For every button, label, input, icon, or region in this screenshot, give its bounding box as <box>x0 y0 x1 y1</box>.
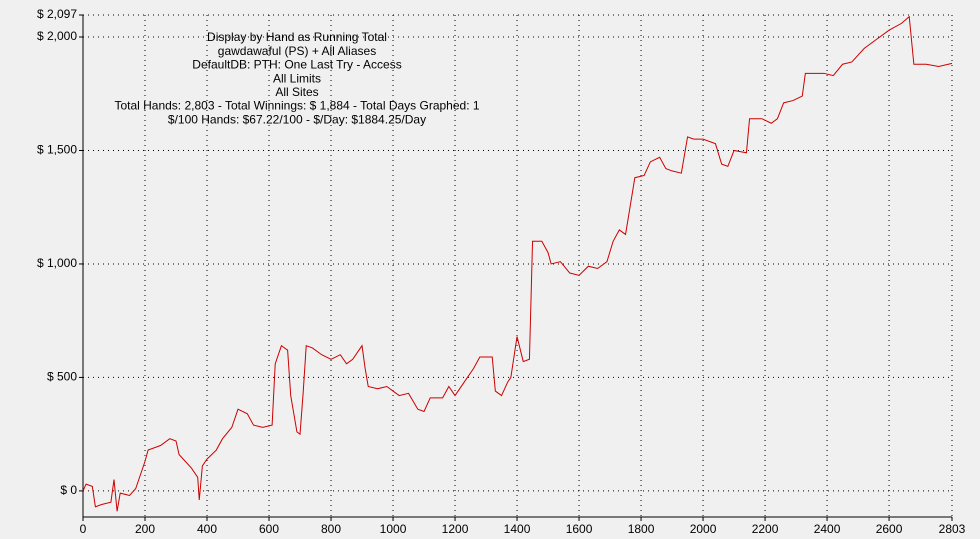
x-tick-label: 2600 <box>876 522 903 536</box>
x-tick-label: 800 <box>321 522 341 536</box>
y-tick-label: $ 2,097 <box>37 7 77 21</box>
x-tick-label: 1600 <box>566 522 593 536</box>
x-tick-label: 1000 <box>380 522 407 536</box>
x-tick-label: 2000 <box>690 522 717 536</box>
y-tick-label: $ 2,000 <box>37 29 77 43</box>
title-line: DefaultDB: PTH: One Last Try - Access <box>192 58 401 72</box>
y-tick-label: $ 1,500 <box>37 143 77 157</box>
title-line: Total Hands: 2,803 - Total Winnings: $ 1… <box>114 99 479 113</box>
x-tick-label: 1400 <box>504 522 531 536</box>
title-line: gawdawaful (PS) + All Aliases <box>218 44 376 58</box>
title-line: All Limits <box>273 71 321 85</box>
x-tick-label: 200 <box>135 522 155 536</box>
x-tick-label: 600 <box>259 522 279 536</box>
data-line <box>82 15 953 512</box>
x-tick-label: 0 <box>80 522 87 536</box>
y-tick-label: $ 1,000 <box>37 256 77 270</box>
y-tick-label: $ 0 <box>60 483 77 497</box>
x-tick-label: 2400 <box>814 522 841 536</box>
x-tick-label: 2803 <box>939 522 966 536</box>
title-line: Display by Hand as Running Total <box>207 30 387 44</box>
x-tick-label: 400 <box>197 522 217 536</box>
x-tick-label: 1200 <box>442 522 469 536</box>
x-tick-label: 2200 <box>752 522 779 536</box>
y-tick-label: $ 500 <box>47 370 77 384</box>
title-line: $/100 Hands: $67.22/100 - $/Day: $1884.2… <box>168 112 426 126</box>
title-line: All Sites <box>275 85 318 99</box>
x-tick-label: 1800 <box>628 522 655 536</box>
